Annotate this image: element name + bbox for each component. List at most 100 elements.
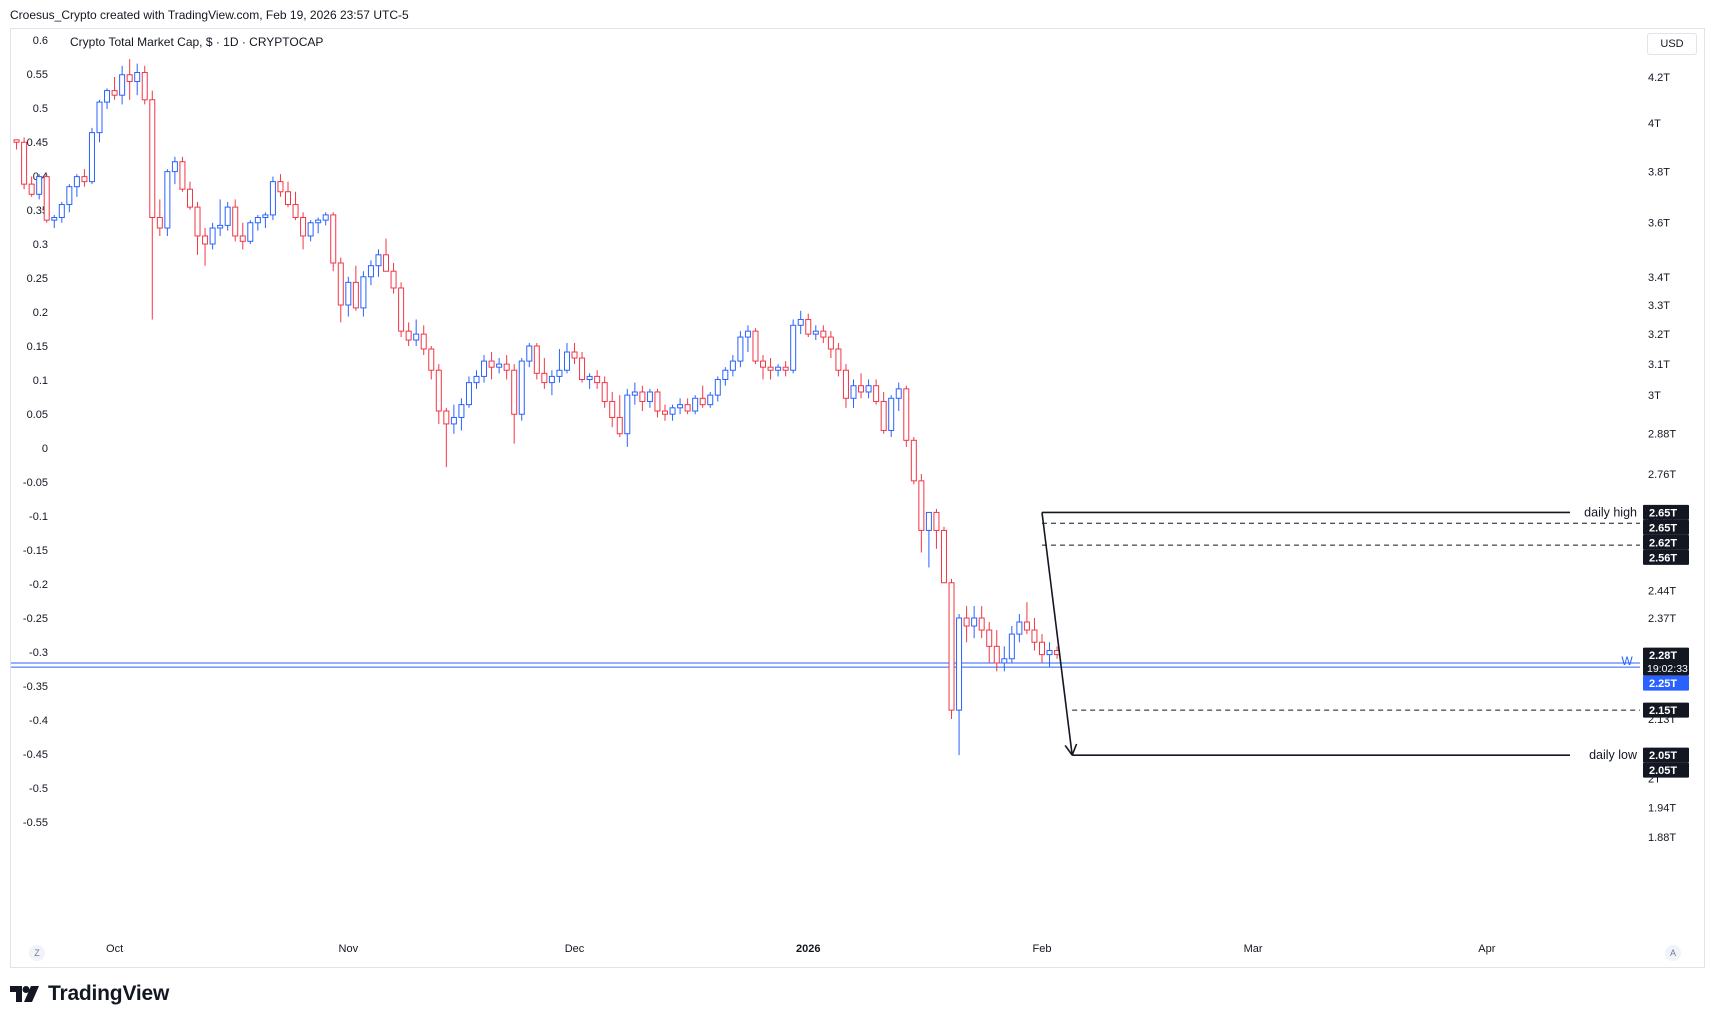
candle-body xyxy=(96,101,103,134)
candle-body xyxy=(586,375,593,381)
time-axis-tick: Dec xyxy=(565,943,585,955)
candle xyxy=(594,370,601,389)
candle xyxy=(873,379,880,405)
price-axis-tick: 3.3T xyxy=(1648,300,1670,312)
candle xyxy=(692,395,699,415)
currency-button[interactable]: USD xyxy=(1647,33,1697,55)
candle-body xyxy=(420,333,427,350)
candle xyxy=(367,260,374,286)
candle-body xyxy=(104,90,111,103)
candle xyxy=(775,364,782,377)
price-label-text: 2.25T xyxy=(1649,678,1677,690)
left-axis-tick: 0.45 xyxy=(27,137,48,149)
candle-body xyxy=(194,206,201,237)
price-axis-tick: 1.94T xyxy=(1648,802,1676,814)
candle xyxy=(36,174,43,200)
price-label-bg xyxy=(1643,747,1689,763)
candle xyxy=(1039,634,1045,663)
left-axis-tick: -0.3 xyxy=(29,647,48,659)
candle xyxy=(360,271,367,317)
countdown-text: 19:02:33 xyxy=(1647,663,1688,675)
candle-body xyxy=(556,369,563,377)
candle-body xyxy=(345,281,352,306)
price-axis[interactable]: 4.2T 4T 3.8T 3.6T 3.4T 3.3T 3.2T 3.1T 3T 2.88T 2.7… xyxy=(1648,72,1676,844)
candle xyxy=(684,398,691,415)
candle-body xyxy=(398,287,405,332)
candle xyxy=(556,349,563,383)
chart-frame[interactable] xyxy=(10,28,1705,968)
candle xyxy=(752,328,759,365)
tradingview-logo[interactable]: TradingView xyxy=(10,982,169,1006)
candle-body xyxy=(435,369,442,412)
price-label: 2.05T xyxy=(1643,747,1689,763)
candle-body xyxy=(850,385,857,399)
candle-body xyxy=(413,333,420,341)
left-axis-tick: -0.15 xyxy=(23,545,48,557)
drawings[interactable]: daily high daily low W xyxy=(1041,505,1640,762)
candle xyxy=(503,355,510,380)
candle xyxy=(963,606,970,643)
price-axis-tick: 3T xyxy=(1648,390,1661,402)
price-label-text: 2.65T xyxy=(1649,507,1677,519)
candle-body xyxy=(254,217,261,224)
candle xyxy=(1001,646,1008,672)
candle xyxy=(511,364,518,444)
chart-title: Crypto Total Market Cap, $ · 1D · CRYPTO… xyxy=(70,35,324,49)
candle xyxy=(496,358,503,374)
price-label-text: 2.05T xyxy=(1649,750,1677,762)
candle-body xyxy=(760,360,767,368)
candle xyxy=(315,217,322,234)
candle-body xyxy=(405,330,412,341)
trend-arrow[interactable] xyxy=(1041,512,1073,756)
candle xyxy=(850,379,857,408)
candle xyxy=(450,404,457,434)
candle xyxy=(646,388,653,408)
candle-body xyxy=(66,186,73,206)
candle xyxy=(782,361,789,377)
candle-body xyxy=(247,222,254,242)
candle-body xyxy=(865,385,872,393)
left-axis-tick: 0.6 xyxy=(33,35,48,47)
candle-body xyxy=(88,132,95,183)
candle-body xyxy=(722,369,729,381)
scale-button-z[interactable]: Z xyxy=(29,945,45,961)
auto-scale-button[interactable]: A xyxy=(1665,945,1681,961)
candle-body xyxy=(775,366,782,371)
candle xyxy=(842,364,849,408)
price-axis-tick: 3.2T xyxy=(1648,329,1670,341)
candle xyxy=(413,319,420,347)
candle-body xyxy=(918,480,925,531)
brand-name: TradingView xyxy=(48,982,170,1005)
candle-body xyxy=(948,582,955,711)
candle xyxy=(322,212,329,226)
candle xyxy=(835,343,842,377)
candle xyxy=(398,282,405,338)
candle xyxy=(790,319,797,374)
price-axis-tick: 3.1T xyxy=(1648,359,1670,371)
candle xyxy=(458,398,465,431)
candle-body xyxy=(782,366,789,371)
time-axis[interactable]: Oct Nov Dec 2026 Feb Mar Apr xyxy=(106,943,1496,955)
candle xyxy=(51,214,58,229)
candle xyxy=(820,325,827,344)
arrow-head xyxy=(1071,743,1078,756)
annotation-label[interactable]: daily high xyxy=(1584,505,1637,519)
candle-body xyxy=(36,176,43,195)
candle-body xyxy=(677,404,684,409)
candle-body xyxy=(790,324,797,371)
candle xyxy=(978,606,985,639)
price-label-bg xyxy=(1643,675,1689,691)
candle xyxy=(307,220,314,242)
candle-body xyxy=(518,360,525,415)
candle xyxy=(797,310,804,335)
candle-body xyxy=(337,262,344,306)
w-marker[interactable]: W xyxy=(1621,654,1633,668)
candle xyxy=(669,404,676,421)
candle-body xyxy=(465,382,472,406)
annotation-label[interactable]: daily low xyxy=(1589,748,1638,762)
price-label: 2.65T xyxy=(1643,504,1689,520)
candle-body xyxy=(616,416,623,435)
candle-body xyxy=(842,369,849,399)
